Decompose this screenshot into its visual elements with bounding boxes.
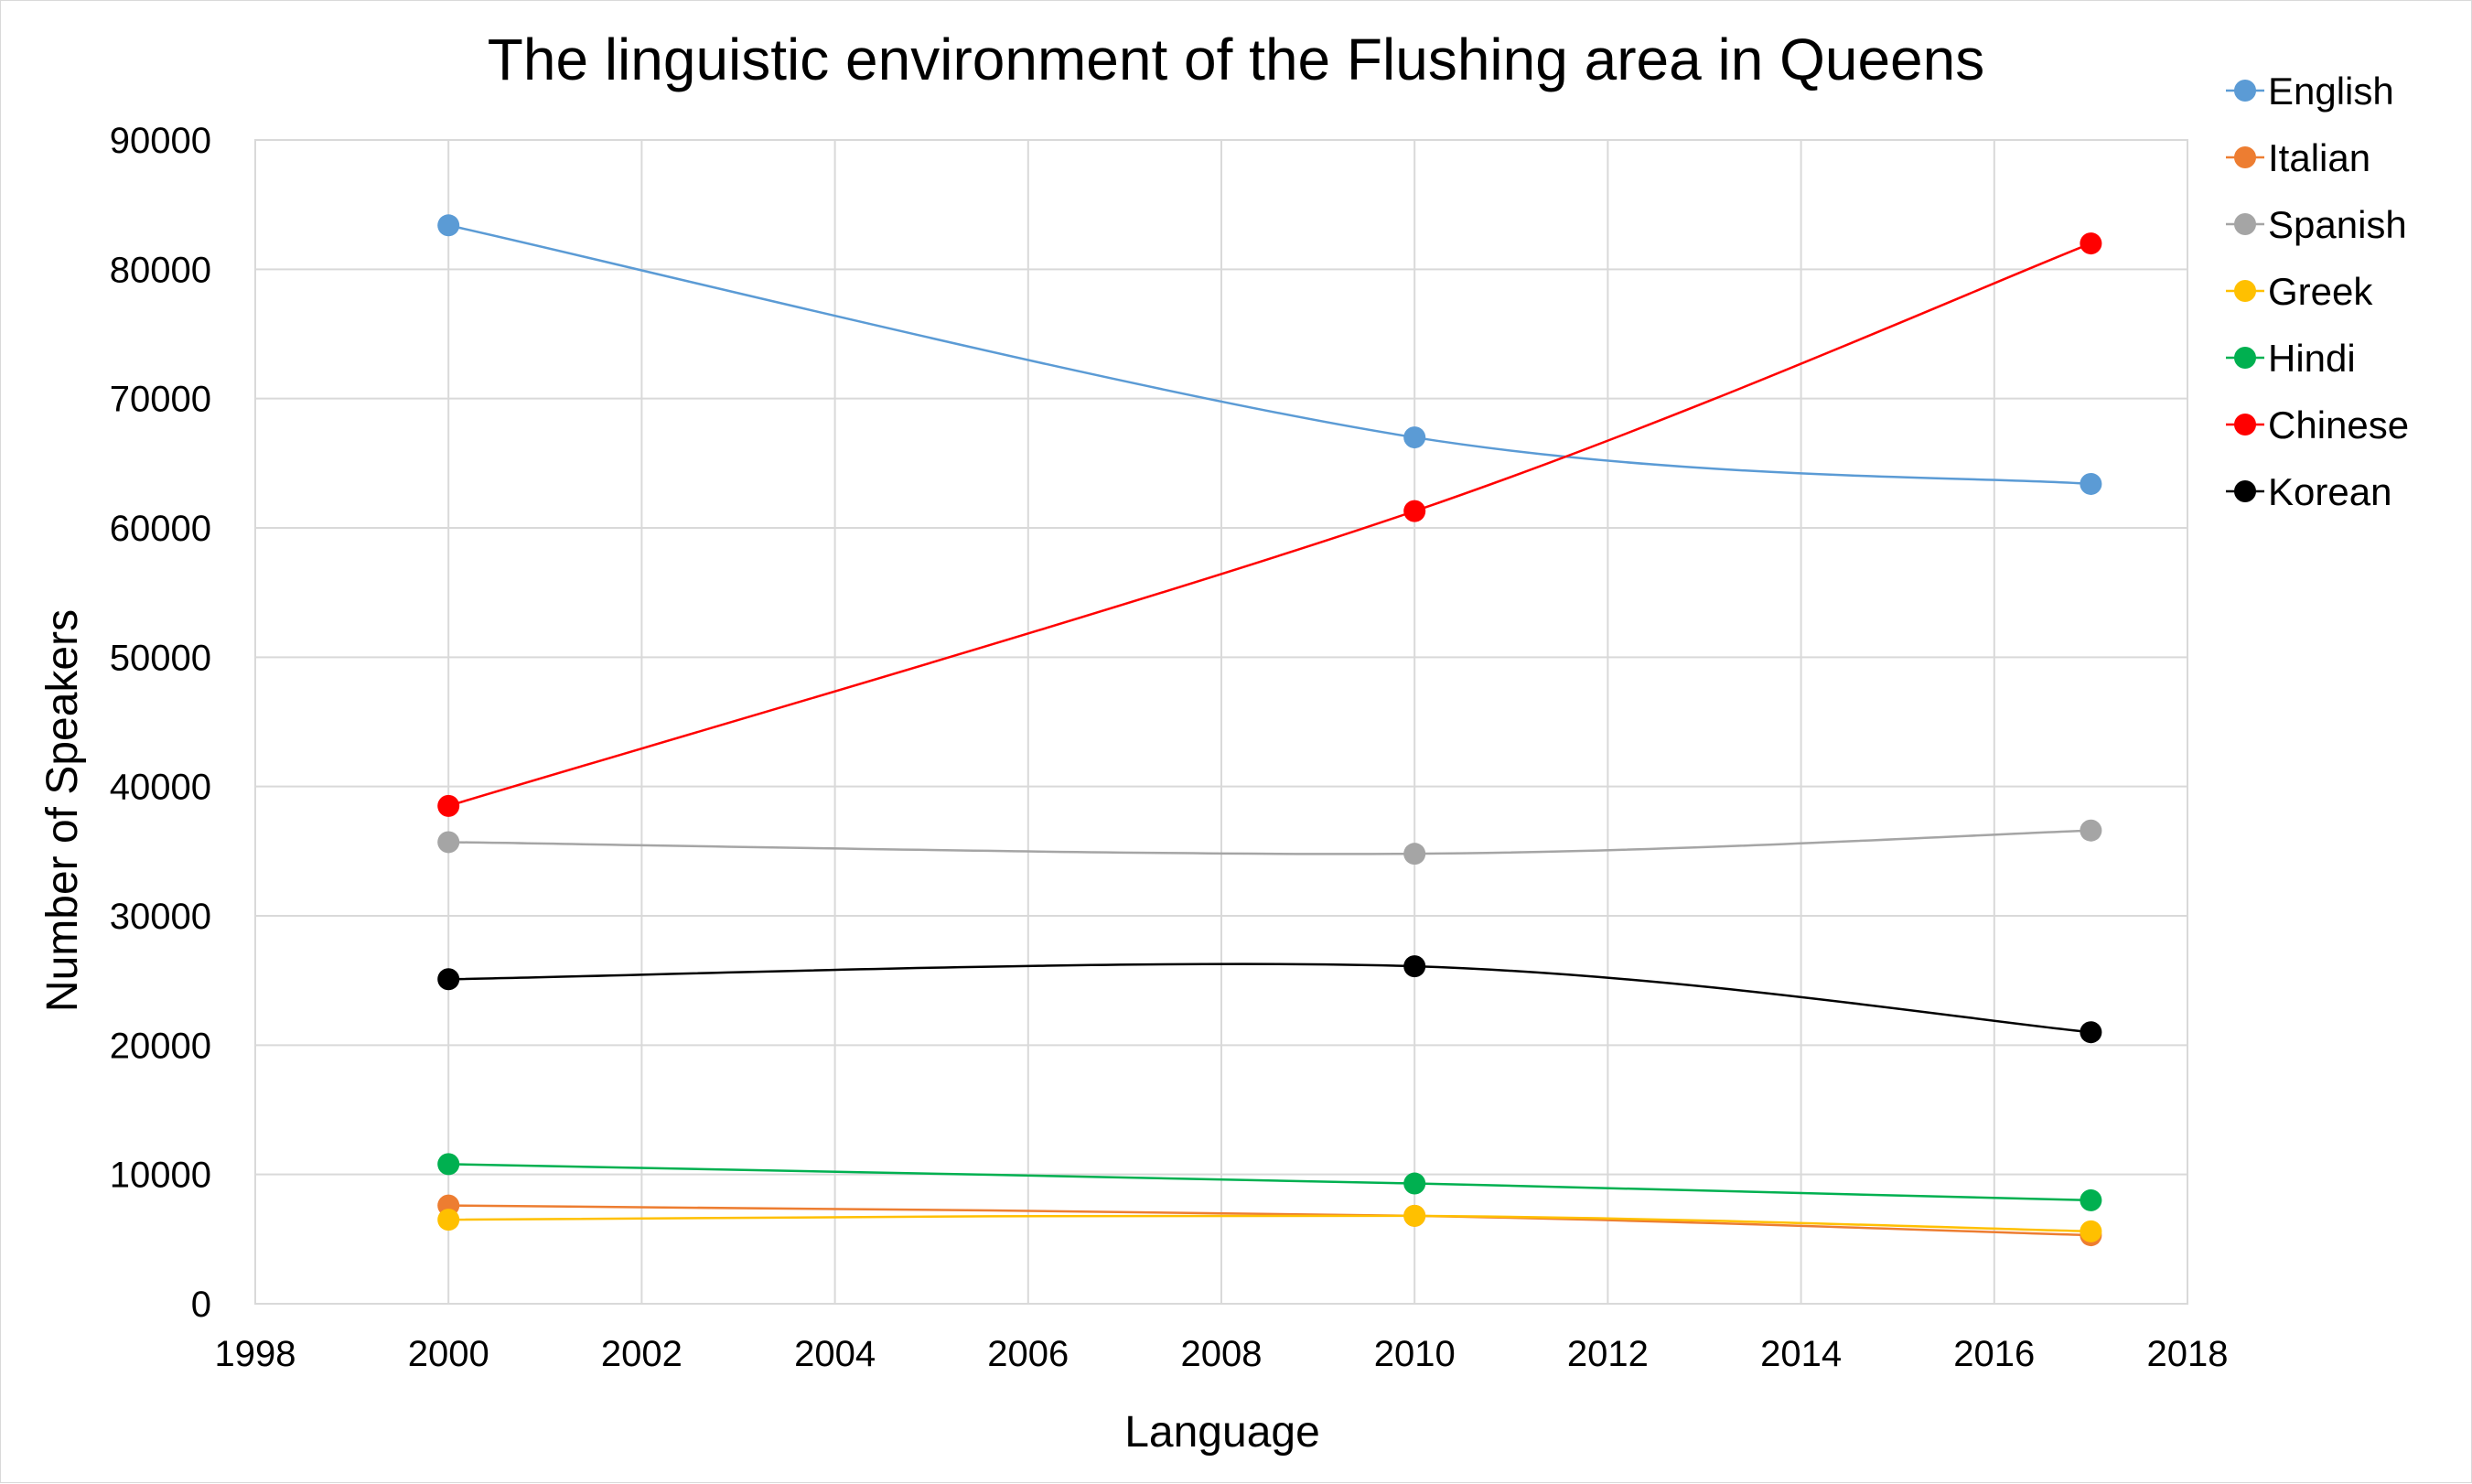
y-axis-label: Number of Speakers (38, 609, 87, 1012)
legend-marker-greek (2234, 280, 2256, 302)
series-korean (437, 955, 2102, 1044)
data-point-spanish (437, 831, 460, 854)
y-tick-label: 40000 (110, 768, 211, 808)
legend-label-greek: Greek (2268, 270, 2373, 313)
series-spanish (437, 819, 2102, 866)
data-point-korean (1403, 955, 1426, 978)
grid-layer (254, 139, 2188, 1305)
x-tick-label: 2006 (987, 1334, 1069, 1374)
legend-item-italian: Italian (2226, 136, 2370, 179)
series-chinese (437, 232, 2102, 817)
chart-title: The linguistic environment of the Flushi… (488, 27, 1984, 92)
legend-marker-hindi (2234, 347, 2256, 369)
y-tick-label: 70000 (110, 380, 211, 420)
legend-item-hindi: Hindi (2226, 337, 2356, 380)
series-layer (437, 214, 2102, 1247)
data-point-chinese (2080, 232, 2102, 255)
series-hindi (437, 1153, 2102, 1211)
x-tick-label: 2014 (1760, 1334, 1842, 1374)
x-tick-label: 2000 (408, 1334, 489, 1374)
legend-label-korean: Korean (2268, 470, 2391, 513)
data-point-greek (437, 1209, 460, 1231)
axis-layer: 0 10000 20000 30000 40000 50000 60000 70000 8000… (110, 121, 2229, 1374)
y-tick-label: 50000 (110, 638, 211, 678)
data-point-chinese (1403, 500, 1426, 522)
legend: English Italian Spanish Greek Hindi Chinese Ko… (2226, 70, 2409, 513)
series-italian (437, 1194, 2102, 1247)
x-tick-label: 2008 (1181, 1334, 1263, 1374)
data-point-english (2080, 472, 2102, 495)
series-line-chinese (447, 242, 2091, 808)
data-point-hindi (1403, 1172, 1426, 1195)
data-point-hindi (2080, 1188, 2102, 1211)
legend-label-hindi: Hindi (2268, 337, 2356, 380)
x-tick-label: 2010 (1374, 1334, 1456, 1374)
legend-label-english: English (2268, 70, 2394, 113)
x-tick-label: 2002 (601, 1334, 682, 1374)
y-tick-label: 30000 (110, 897, 211, 937)
data-point-english (1403, 426, 1426, 449)
series-line-spanish (448, 829, 2091, 855)
data-point-greek (1403, 1204, 1426, 1227)
y-tick-label: 20000 (110, 1026, 211, 1066)
series-line-english (447, 224, 2091, 486)
data-point-spanish (2080, 819, 2102, 842)
legend-item-korean: Korean (2226, 470, 2391, 513)
series-greek (437, 1204, 2102, 1242)
y-tick-label: 0 (191, 1285, 211, 1325)
data-point-hindi (437, 1153, 460, 1176)
series-english (437, 214, 2102, 495)
x-tick-label: 2018 (2147, 1334, 2229, 1374)
x-tick-label: 2012 (1567, 1334, 1649, 1374)
data-point-greek (2080, 1220, 2102, 1242)
series-line-greek (448, 1214, 2091, 1233)
legend-label-italian: Italian (2268, 136, 2370, 179)
data-point-korean (437, 968, 460, 991)
data-point-english (437, 214, 460, 237)
y-tick-label: 80000 (110, 250, 211, 290)
legend-marker-korean (2234, 480, 2256, 502)
legend-item-english: English (2226, 70, 2394, 113)
series-line-hindi (448, 1163, 2091, 1202)
legend-marker-spanish (2234, 213, 2256, 235)
data-point-spanish (1403, 843, 1426, 866)
series-line-korean (448, 962, 2091, 1034)
x-tick-label: 2004 (794, 1334, 876, 1374)
legend-label-chinese: Chinese (2268, 403, 2409, 446)
y-tick-label: 60000 (110, 509, 211, 549)
x-tick-label: 1998 (215, 1334, 296, 1374)
legend-marker-chinese (2234, 414, 2256, 436)
legend-label-spanish: Spanish (2268, 203, 2407, 246)
legend-item-chinese: Chinese (2226, 403, 2409, 446)
legend-item-spanish: Spanish (2226, 203, 2407, 246)
y-tick-label: 90000 (110, 121, 211, 161)
series-line-italian (448, 1204, 2091, 1237)
data-point-chinese (437, 794, 460, 817)
y-tick-label: 10000 (110, 1156, 211, 1196)
data-point-korean (2080, 1021, 2102, 1044)
legend-marker-italian (2234, 146, 2256, 168)
legend-marker-english (2234, 80, 2256, 102)
x-axis-label: Language (1124, 1408, 1320, 1457)
legend-item-greek: Greek (2226, 270, 2373, 313)
x-tick-label: 2016 (1953, 1334, 2035, 1374)
